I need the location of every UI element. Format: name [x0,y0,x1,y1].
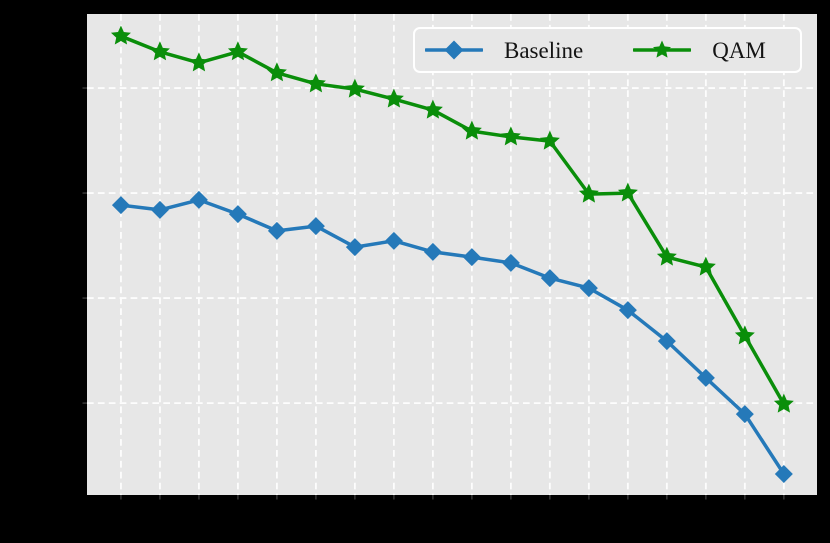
diamond-marker [150,200,169,219]
diamond-marker [384,231,403,250]
star-marker [149,41,170,61]
series-baseline [111,190,793,483]
star-marker [539,130,560,150]
star-marker [227,41,248,61]
star-marker [344,78,365,98]
star-marker [461,120,482,140]
star-marker [653,40,672,58]
star-marker [734,325,755,345]
diamond-marker [735,405,754,424]
legend-swatch-qam-icon [633,40,692,58]
series-qam [110,25,794,413]
diamond-marker [423,242,442,261]
diamond-marker [345,238,364,257]
legend-label-baseline: Baseline [504,37,584,63]
star-marker [617,182,638,202]
star-marker [266,62,287,82]
diamond-marker [306,217,325,236]
star-marker [656,246,677,266]
star-marker [422,99,443,119]
diamond-marker [540,269,559,288]
star-marker [188,52,209,72]
legend: Baseline QAM [413,27,802,73]
legend-label-qam: QAM [712,37,766,63]
diamond-marker [462,248,481,267]
diamond-marker [579,279,598,298]
star-marker [773,393,794,413]
diamond-marker [111,196,130,215]
diamond-marker [267,221,286,240]
diamond-marker [189,190,208,209]
star-marker [383,88,404,108]
legend-swatch-baseline-icon [425,40,483,60]
star-marker [695,256,716,276]
star-marker [110,25,131,45]
series-line [119,34,786,406]
diamond-marker [618,301,637,320]
legend-item-baseline: Baseline [425,39,583,62]
diamond-marker [228,205,247,224]
legend-item-qam: QAM [633,39,766,62]
diamond-marker [774,464,793,483]
star-marker [305,73,326,93]
star-marker [500,126,521,146]
diamond-marker [444,40,464,60]
diamond-marker [501,253,520,272]
tick-marks [82,87,785,500]
diamond-marker [696,368,715,387]
diamond-marker [657,332,676,351]
star-marker [578,183,599,203]
